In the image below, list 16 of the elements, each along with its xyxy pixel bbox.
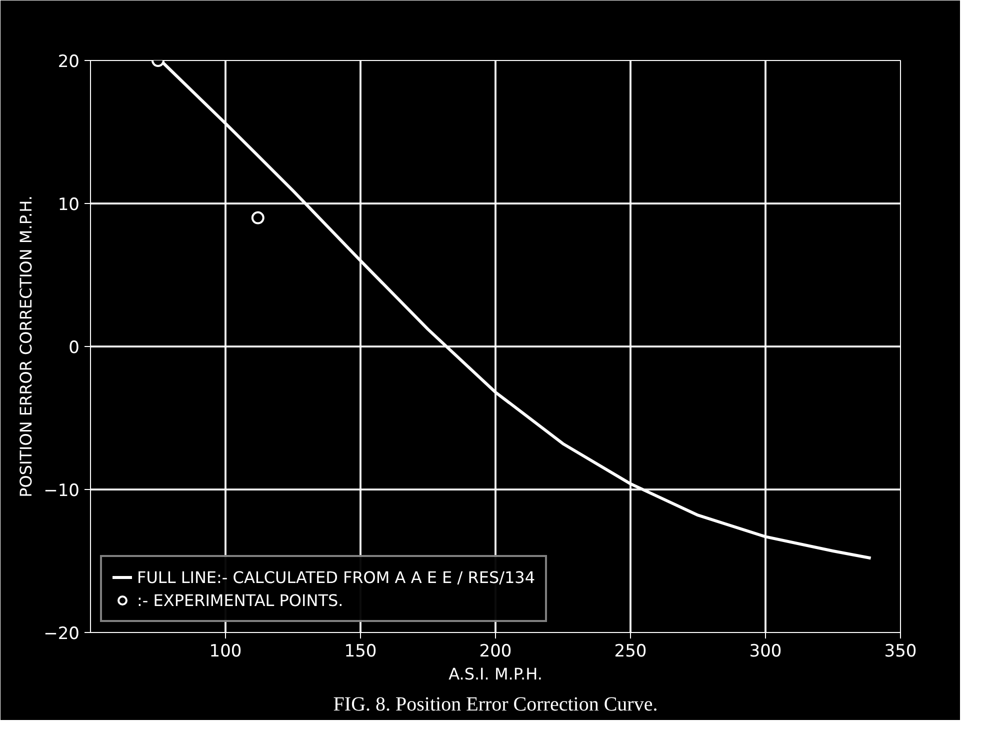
legend-label: FULL LINE:- CALCULATED FROM A A E E / RES/134	[137, 568, 536, 586]
x-tick-label: 150	[344, 642, 377, 662]
x-tick-label: 100	[209, 642, 242, 662]
y-tick-label: 0	[68, 338, 80, 358]
x-tick-label: 250	[614, 642, 647, 662]
x-axis-title: A.S.I. M.P.H.	[448, 664, 542, 684]
y-tick-label: 20	[58, 52, 80, 72]
y-tick-label: 10	[58, 195, 80, 215]
y-tick-label: −10	[44, 481, 80, 501]
x-tick-label: 350	[884, 642, 917, 662]
y-tick-label: −20	[44, 624, 80, 644]
legend-label: :- EXPERIMENTAL POINTS.	[137, 590, 344, 610]
text: FIG. 8. Position Error Correction Curve.	[333, 694, 658, 716]
x-tick-label: 200	[479, 642, 512, 662]
y-axis-title: POSITION ERROR CORRECTION M.P.H.	[16, 196, 36, 498]
x-tick-label: 300	[749, 642, 782, 662]
